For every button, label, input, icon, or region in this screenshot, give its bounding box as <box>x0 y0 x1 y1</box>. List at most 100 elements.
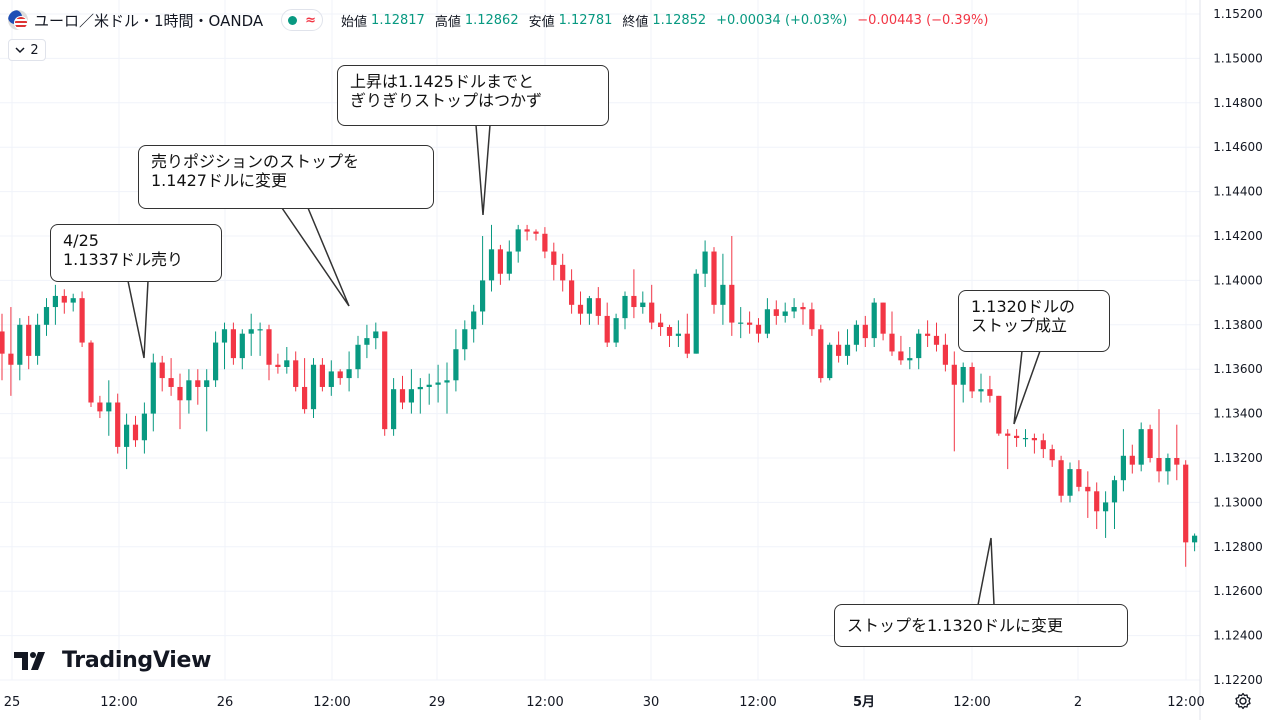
candle-body <box>471 311 477 330</box>
candle-body <box>364 338 370 345</box>
candle-body <box>141 413 147 441</box>
candle <box>310 358 317 419</box>
candle <box>533 229 539 241</box>
candle <box>613 313 619 347</box>
candle-body <box>266 329 272 365</box>
candle-body <box>649 302 655 323</box>
candle <box>1014 429 1020 447</box>
tradingview-logo[interactable]: TradingView <box>14 648 211 673</box>
candle-body <box>755 324 762 334</box>
candle-body <box>586 298 592 314</box>
price-tick-label: 1.13000 <box>1213 495 1263 509</box>
candle-body <box>106 402 112 412</box>
candle <box>809 302 815 336</box>
candle <box>1022 429 1029 447</box>
candle-body <box>480 280 486 312</box>
candle <box>569 269 575 314</box>
price-tick-label: 1.13200 <box>1213 451 1263 465</box>
candle <box>1147 424 1153 463</box>
candle-body <box>52 295 58 308</box>
candle <box>97 395 103 419</box>
candle-body <box>569 280 575 305</box>
candle-body <box>809 309 815 330</box>
callout-tail <box>281 207 350 307</box>
candle <box>0 313 5 381</box>
candle <box>1111 475 1118 530</box>
candle <box>488 224 495 292</box>
candle-body <box>1031 438 1037 441</box>
candle <box>186 369 192 414</box>
change-value: +0.00034 (+0.03%) <box>716 12 848 28</box>
time-tick-label: 30 <box>643 695 660 710</box>
candle <box>987 375 993 403</box>
candle-body <box>853 324 859 345</box>
candle <box>577 291 584 325</box>
symbol-title[interactable]: ユーロ／米ドル・1時間・OANDA <box>34 11 264 30</box>
candle <box>444 362 450 414</box>
candle-body <box>132 424 139 441</box>
candle-body <box>239 333 245 359</box>
candle-body <box>1085 486 1091 492</box>
candle <box>435 364 441 403</box>
candle-body <box>373 331 379 339</box>
candle-body <box>702 251 708 274</box>
candle <box>328 360 334 396</box>
candle-body <box>791 307 797 312</box>
candle <box>17 318 23 381</box>
candle-body <box>978 389 984 392</box>
candle <box>257 322 263 356</box>
symbol-header: ユーロ／米ドル・1時間・OANDA ≈ 始値 1.12817 高値 1.1286… <box>8 6 988 34</box>
candle-body <box>61 295 67 303</box>
candle-body <box>355 344 361 370</box>
candle-body <box>533 231 539 234</box>
candle-body <box>293 360 299 387</box>
candle <box>693 269 699 354</box>
candle-body <box>462 329 468 350</box>
candle <box>969 362 975 399</box>
candle-body <box>818 329 824 379</box>
candle-body <box>168 378 174 387</box>
price-tick-label: 1.13600 <box>1213 362 1263 376</box>
candle-body <box>880 302 886 334</box>
candle <box>408 369 414 414</box>
candle-body <box>684 333 690 354</box>
candle <box>417 378 423 414</box>
candle-body <box>622 295 628 319</box>
candle <box>1005 429 1011 470</box>
candle <box>1174 424 1180 481</box>
candle <box>266 324 272 381</box>
price-tick-label: 1.14400 <box>1213 185 1263 199</box>
candle <box>800 302 806 325</box>
price-tick-label: 1.12600 <box>1213 584 1263 598</box>
time-axis[interactable]: 25 12:00 26 12:00 29 12:00 30 12:00 5月 12:00 2 12:0… <box>4 695 1205 710</box>
candle <box>560 253 566 292</box>
price-axis[interactable]: 1.15200 1.15000 1.14800 1.14600 1.14400 1.142… <box>1213 7 1263 687</box>
settings-gear-icon[interactable] <box>1234 692 1252 710</box>
candle-body <box>862 324 868 339</box>
candle <box>1129 444 1135 474</box>
candle-body <box>43 307 50 325</box>
candle <box>1103 491 1109 538</box>
candle-body <box>8 353 14 365</box>
candle <box>604 302 610 347</box>
candle-body <box>70 298 76 303</box>
candle <box>862 315 868 347</box>
candle <box>195 369 201 405</box>
candle <box>951 351 957 452</box>
brand-name: TradingView <box>62 648 212 673</box>
indicator-collapse-button[interactable]: 2 <box>8 39 46 61</box>
candle-body <box>35 324 41 356</box>
price-tick-label: 1.14800 <box>1213 96 1263 110</box>
candle <box>70 293 76 312</box>
candle-body <box>88 342 94 403</box>
candle <box>346 351 352 392</box>
candle <box>373 322 379 350</box>
approx-icon: ≈ <box>305 12 317 28</box>
candle-body <box>1040 440 1046 450</box>
candle-body <box>221 329 228 343</box>
time-tick-label: 25 <box>4 695 21 710</box>
market-status-pill[interactable]: ≈ <box>281 9 324 31</box>
candle-body <box>560 264 566 281</box>
candle <box>586 295 592 325</box>
candle-body <box>17 324 23 365</box>
